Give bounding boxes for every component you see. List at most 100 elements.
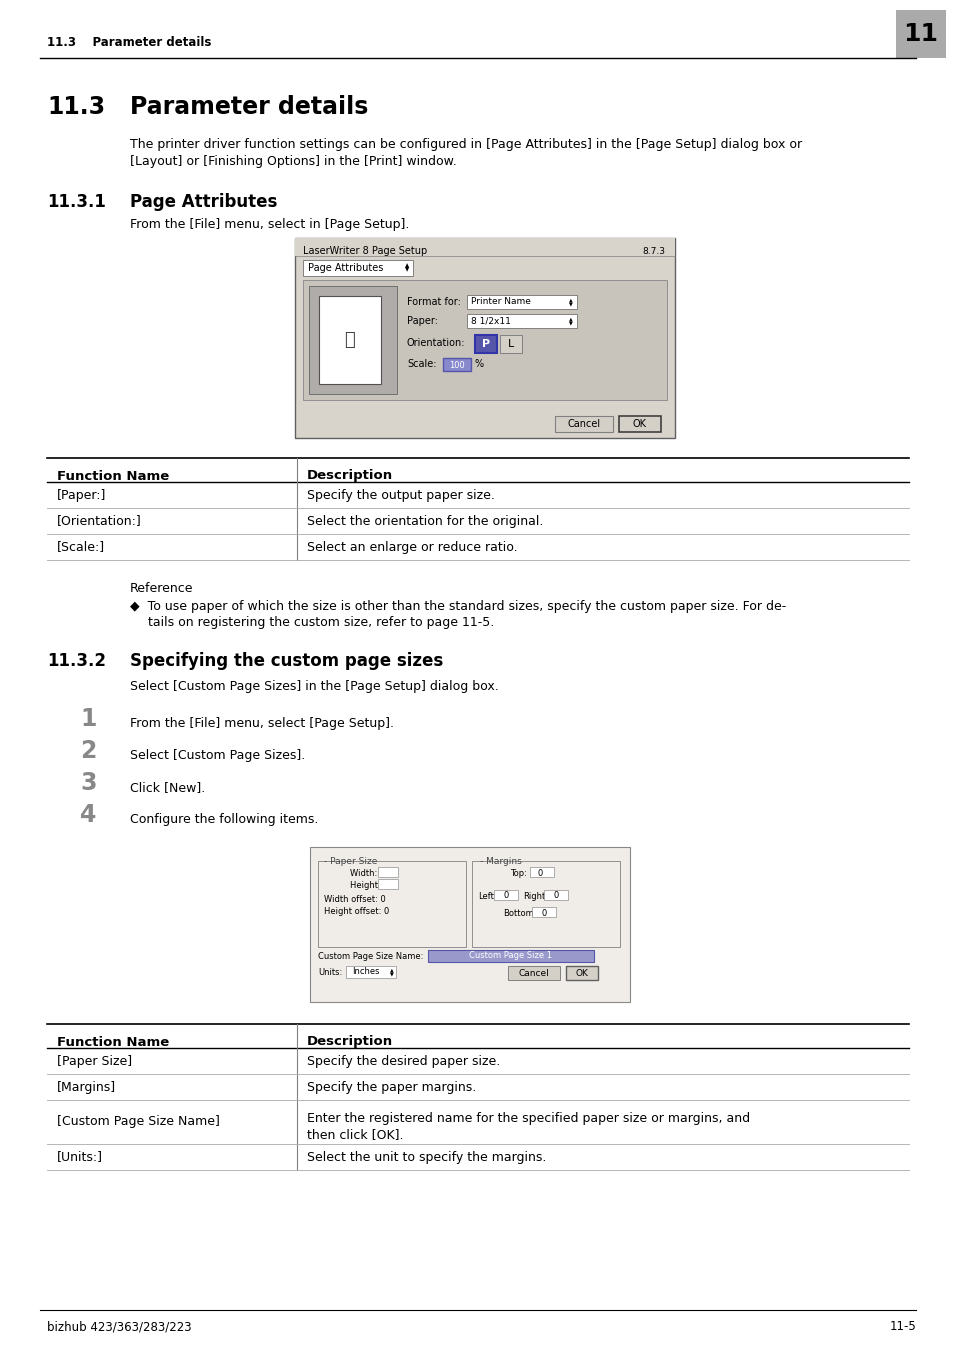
Text: then click [OK].: then click [OK]. bbox=[307, 1129, 403, 1141]
Bar bbox=[442, 358, 471, 371]
Text: OK: OK bbox=[575, 968, 588, 977]
Text: Configure the following items.: Configure the following items. bbox=[130, 813, 318, 826]
Text: From the [File] menu, select [Page Setup].: From the [File] menu, select [Page Setup… bbox=[130, 717, 394, 730]
Text: LaserWriter 8 Page Setup: LaserWriter 8 Page Setup bbox=[303, 246, 427, 256]
Bar bbox=[346, 967, 395, 977]
Bar bbox=[294, 238, 675, 437]
Text: - Paper Size: - Paper Size bbox=[324, 857, 377, 865]
Text: ◆  To use paper of which the size is other than the standard sizes, specify the : ◆ To use paper of which the size is othe… bbox=[130, 599, 785, 613]
Bar bbox=[618, 416, 660, 432]
Text: Cancel: Cancel bbox=[518, 968, 549, 977]
Text: 11: 11 bbox=[902, 22, 938, 46]
Text: Select the unit to specify the margins.: Select the unit to specify the margins. bbox=[307, 1150, 546, 1164]
Text: Description: Description bbox=[307, 470, 393, 482]
Text: Specify the desired paper size.: Specify the desired paper size. bbox=[307, 1054, 499, 1068]
Text: ▲
▼: ▲ ▼ bbox=[390, 968, 394, 976]
Text: ▲
▼: ▲ ▼ bbox=[569, 316, 572, 325]
Text: 11.3    Parameter details: 11.3 Parameter details bbox=[47, 35, 212, 49]
Text: Page Attributes: Page Attributes bbox=[308, 263, 383, 273]
Text: 11.3.2: 11.3.2 bbox=[47, 652, 106, 670]
Text: Select the orientation for the original.: Select the orientation for the original. bbox=[307, 514, 543, 528]
Text: 0: 0 bbox=[537, 868, 542, 878]
Text: 11.3.1: 11.3.1 bbox=[47, 193, 106, 211]
Text: Bottom:: Bottom: bbox=[502, 909, 536, 918]
Text: 1: 1 bbox=[80, 707, 96, 730]
Text: Select an enlarge or reduce ratio.: Select an enlarge or reduce ratio. bbox=[307, 540, 517, 553]
Text: Scale:: Scale: bbox=[407, 359, 436, 369]
Text: [Scale:]: [Scale:] bbox=[57, 540, 105, 553]
Text: Printer Name: Printer Name bbox=[471, 297, 530, 306]
Bar bbox=[895, 9, 945, 58]
Bar bbox=[555, 416, 613, 432]
Text: Reference: Reference bbox=[130, 582, 193, 595]
Text: Function Name: Function Name bbox=[57, 470, 169, 482]
Text: From the [File] menu, select in [Page Setup].: From the [File] menu, select in [Page Se… bbox=[130, 217, 409, 231]
Text: Custom Page Size 1: Custom Page Size 1 bbox=[469, 952, 552, 960]
Text: Specify the paper margins.: Specify the paper margins. bbox=[307, 1080, 476, 1094]
Text: Left:: Left: bbox=[477, 892, 497, 900]
Bar bbox=[310, 846, 629, 1002]
Text: 8 1/2x11: 8 1/2x11 bbox=[471, 316, 511, 325]
Text: [Paper Size]: [Paper Size] bbox=[57, 1054, 132, 1068]
Text: Specifying the custom page sizes: Specifying the custom page sizes bbox=[130, 652, 443, 670]
Text: Specify the output paper size.: Specify the output paper size. bbox=[307, 489, 495, 501]
Text: - Margins: - Margins bbox=[479, 857, 521, 865]
Text: 11.3: 11.3 bbox=[47, 95, 105, 119]
Text: ▲
▼: ▲ ▼ bbox=[404, 263, 409, 273]
Bar bbox=[543, 890, 567, 900]
Bar bbox=[499, 335, 521, 352]
Text: [Custom Page Size Name]: [Custom Page Size Name] bbox=[57, 1115, 219, 1129]
Bar bbox=[472, 861, 619, 946]
Text: OK: OK bbox=[633, 418, 646, 429]
Bar bbox=[294, 238, 675, 256]
Text: Select [Custom Page Sizes].: Select [Custom Page Sizes]. bbox=[130, 749, 305, 761]
Text: %: % bbox=[475, 359, 483, 369]
Text: tails on registering the custom size, refer to page 11-5.: tails on registering the custom size, re… bbox=[148, 616, 494, 629]
Text: Width offset: 0: Width offset: 0 bbox=[324, 895, 385, 905]
Text: Function Name: Function Name bbox=[57, 1035, 169, 1049]
Bar bbox=[317, 861, 465, 946]
Bar bbox=[467, 315, 577, 328]
Text: 0: 0 bbox=[553, 891, 558, 900]
Text: Click [New].: Click [New]. bbox=[130, 782, 205, 794]
Bar bbox=[530, 867, 554, 878]
Text: [Layout] or [Finishing Options] in the [Print] window.: [Layout] or [Finishing Options] in the [… bbox=[130, 155, 456, 167]
Text: Description: Description bbox=[307, 1035, 393, 1049]
Bar bbox=[303, 261, 413, 275]
Text: Format for:: Format for: bbox=[407, 297, 460, 306]
Text: Enter the registered name for the specified paper size or margins, and: Enter the registered name for the specif… bbox=[307, 1112, 749, 1125]
Bar bbox=[507, 967, 559, 980]
Bar bbox=[475, 335, 497, 352]
Text: Page Attributes: Page Attributes bbox=[130, 193, 277, 211]
Bar bbox=[377, 867, 397, 878]
Text: Inches: Inches bbox=[352, 968, 379, 976]
Text: Orientation:: Orientation: bbox=[407, 338, 465, 348]
Bar bbox=[428, 950, 594, 963]
Text: Units:: Units: bbox=[317, 968, 342, 977]
Bar bbox=[494, 890, 517, 900]
Text: 3: 3 bbox=[80, 771, 96, 795]
Text: ▲
▼: ▲ ▼ bbox=[569, 297, 572, 306]
Bar bbox=[318, 296, 380, 383]
Bar bbox=[467, 296, 577, 309]
Text: P: P bbox=[481, 339, 490, 350]
Text: [Units:]: [Units:] bbox=[57, 1150, 103, 1164]
Text: 2: 2 bbox=[80, 738, 96, 763]
Text: [Margins]: [Margins] bbox=[57, 1080, 116, 1094]
Text: [Orientation:]: [Orientation:] bbox=[57, 514, 142, 528]
Text: Height: 0: Height: 0 bbox=[350, 882, 388, 890]
Text: Cancel: Cancel bbox=[567, 418, 600, 429]
Text: The printer driver function settings can be configured in [Page Attributes] in t: The printer driver function settings can… bbox=[130, 138, 801, 151]
Bar bbox=[532, 907, 556, 917]
Text: Custom Page Size Name:: Custom Page Size Name: bbox=[317, 952, 423, 961]
Text: Select [Custom Page Sizes] in the [Page Setup] dialog box.: Select [Custom Page Sizes] in the [Page … bbox=[130, 680, 498, 693]
Text: Height offset: 0: Height offset: 0 bbox=[324, 907, 389, 917]
Bar bbox=[303, 279, 666, 400]
Text: Right:: Right: bbox=[522, 892, 547, 900]
Text: 0: 0 bbox=[540, 909, 546, 918]
Text: L: L bbox=[507, 339, 514, 350]
Bar bbox=[377, 879, 397, 890]
Text: 100: 100 bbox=[449, 360, 464, 370]
Text: 8.7.3: 8.7.3 bbox=[641, 247, 664, 255]
Text: Paper:: Paper: bbox=[407, 316, 437, 325]
